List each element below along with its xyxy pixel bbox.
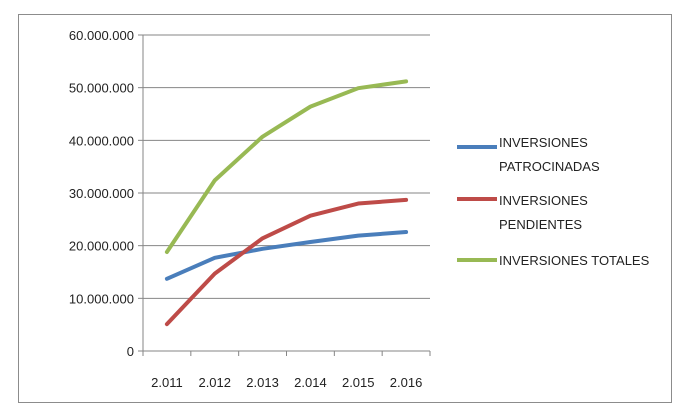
y-tick-label: 60.000.000 <box>69 28 134 43</box>
y-tick-label: 0 <box>127 344 134 359</box>
y-tick-label: 20.000.000 <box>69 239 134 254</box>
x-tick-label: 2.015 <box>342 375 375 390</box>
x-tick-label: 2.014 <box>294 375 327 390</box>
legend-label: PENDIENTES <box>499 217 582 232</box>
legend: INVERSIONES PATROCINADAS INVERSIONES PENDIE… <box>457 135 650 268</box>
legend-label: INVERSIONES <box>499 193 588 208</box>
series-lines <box>164 79 409 327</box>
gridlines <box>143 34 430 299</box>
y-tick-label: 10.000.000 <box>69 291 134 306</box>
y-tick-label: 40.000.000 <box>69 133 134 148</box>
x-tick-label: 2.011 <box>151 375 183 390</box>
legend-label: INVERSIONES <box>499 135 588 150</box>
legend-label: INVERSIONES TOTALES <box>499 253 650 268</box>
series-line <box>164 79 409 254</box>
axes: 0 10.000.000 20.000.000 30.000.000 40.000.00… <box>69 28 431 390</box>
series-line <box>164 197 409 327</box>
legend-label: PATROCINADAS <box>499 159 600 174</box>
x-tick-label: 2.013 <box>246 375 279 390</box>
x-tick-label: 2.016 <box>390 375 423 390</box>
series-line <box>164 229 409 281</box>
y-tick-label: 50.000.000 <box>69 81 134 96</box>
y-tick-label: 30.000.000 <box>69 186 134 201</box>
x-tick-label: 2.012 <box>198 375 231 390</box>
